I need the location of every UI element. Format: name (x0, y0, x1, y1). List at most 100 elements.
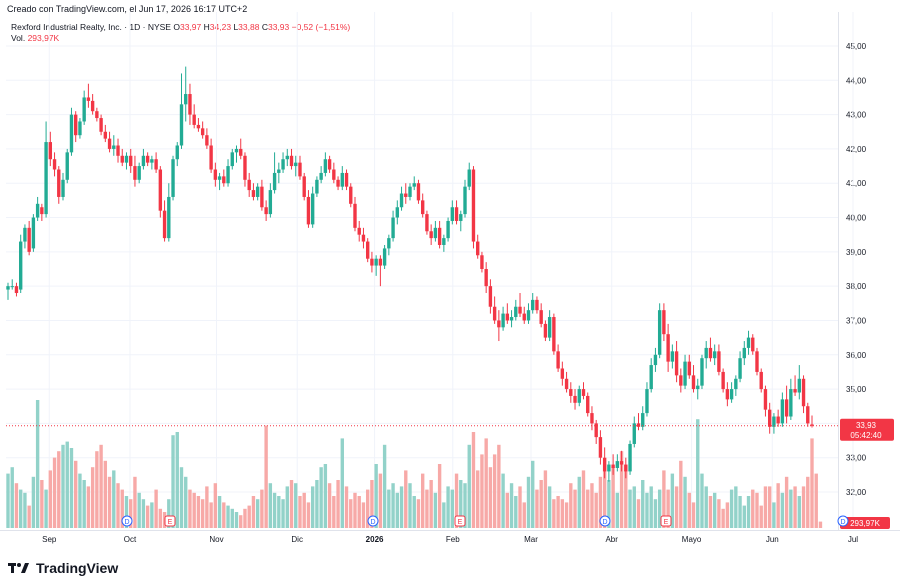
x-tick-label: 2026 (366, 535, 384, 544)
volume-bar (531, 460, 535, 528)
candle-body (336, 179, 340, 187)
y-tick-label: 40,00 (846, 214, 867, 223)
volume-bar (222, 502, 226, 528)
volume-bar (704, 486, 708, 528)
candle-body (162, 210, 167, 239)
candle-body (628, 443, 632, 472)
volume-bar (514, 496, 518, 528)
candle-body (171, 159, 175, 197)
candle-body (298, 162, 302, 177)
volume-bar (586, 489, 590, 528)
volume-bar (27, 505, 31, 528)
candle-body (99, 118, 103, 132)
candle-body (382, 248, 387, 266)
volume-bar (48, 470, 53, 528)
volume-bar (332, 496, 336, 528)
candle-body (361, 234, 366, 242)
candle-body (679, 375, 683, 386)
candle-body (573, 395, 577, 403)
symbol-legend: Rexford Industrial Realty, Inc. · 1D · N… (11, 22, 350, 32)
volume-bar (607, 480, 611, 528)
candle-body (742, 347, 746, 359)
volume-bar (243, 508, 247, 528)
candle-body (129, 155, 133, 167)
candle-body (484, 269, 488, 287)
candle-body (277, 169, 281, 173)
candle-body (78, 121, 82, 136)
volume-bar (543, 470, 548, 528)
y-tick-label: 32,00 (846, 488, 867, 497)
candle-body (607, 464, 611, 472)
volume-bar (103, 460, 108, 528)
volume-bar (10, 467, 14, 528)
high-value: 34,23 (209, 22, 232, 32)
candle-body (729, 389, 734, 400)
candle-body (327, 159, 332, 170)
y-tick-label: 36,00 (846, 351, 867, 360)
candle-body (272, 172, 277, 191)
volume-bar (255, 499, 260, 528)
volume-bar (145, 505, 150, 528)
candle-body (19, 241, 23, 290)
candle-body (594, 423, 598, 438)
volume-bar (564, 502, 569, 528)
close-label: C (261, 22, 268, 32)
volume-bar (82, 480, 86, 528)
volume-bar (395, 492, 399, 528)
candle-body (378, 258, 383, 266)
candle-body (319, 172, 323, 180)
volume-bar (387, 489, 391, 528)
volume-bar (133, 476, 137, 528)
candle-body (133, 166, 137, 180)
candle-body (670, 351, 675, 362)
volume-bar (319, 467, 323, 528)
volume-bar (404, 470, 408, 528)
candle-body (442, 238, 446, 245)
volume-bar (349, 499, 353, 528)
y-tick-label: 38,00 (846, 282, 867, 291)
candle-body (522, 313, 526, 321)
candle-body (315, 179, 319, 194)
candle-body (10, 286, 14, 288)
chart-created-caption: Creado con TradingView.com, el Jun 17, 2… (7, 4, 248, 14)
volume-bar (476, 470, 480, 528)
dividend-marker (837, 515, 849, 527)
candle-body (492, 306, 497, 321)
volume-value: 293,97K (27, 33, 60, 43)
candle-body (476, 241, 480, 256)
candle-body (285, 155, 289, 160)
volume-bar (40, 480, 44, 528)
volume-bar (509, 483, 514, 528)
volume-bar (488, 467, 493, 528)
volume-bar (772, 502, 776, 528)
dividend-marker-label: D (370, 519, 375, 526)
candle-body (810, 424, 814, 426)
candle-body (294, 162, 298, 167)
x-tick-label: Jul (848, 535, 858, 544)
volume-bar (433, 492, 438, 528)
candle-body (175, 145, 179, 160)
volume-bar (205, 486, 209, 528)
candle-body (230, 152, 234, 167)
candle-body (645, 389, 649, 414)
volume-bar (327, 483, 332, 528)
candle-body (624, 464, 628, 472)
volume-bar (492, 454, 497, 528)
candle-body (459, 214, 463, 221)
volume-bar (6, 473, 10, 528)
volume-bar (717, 499, 721, 528)
volume-bar (628, 489, 632, 528)
volume-bar (425, 489, 429, 528)
volume-bar (814, 473, 818, 528)
candle-body (649, 365, 653, 390)
candle-body (509, 317, 514, 321)
candle-body (797, 378, 801, 393)
volume-bar (124, 496, 129, 528)
candle-body (683, 361, 687, 386)
candle-body (192, 114, 196, 125)
volume-tag (840, 517, 890, 529)
x-tick-label: Feb (446, 535, 460, 544)
volume-bar (522, 502, 526, 528)
volume-bar (14, 483, 19, 528)
